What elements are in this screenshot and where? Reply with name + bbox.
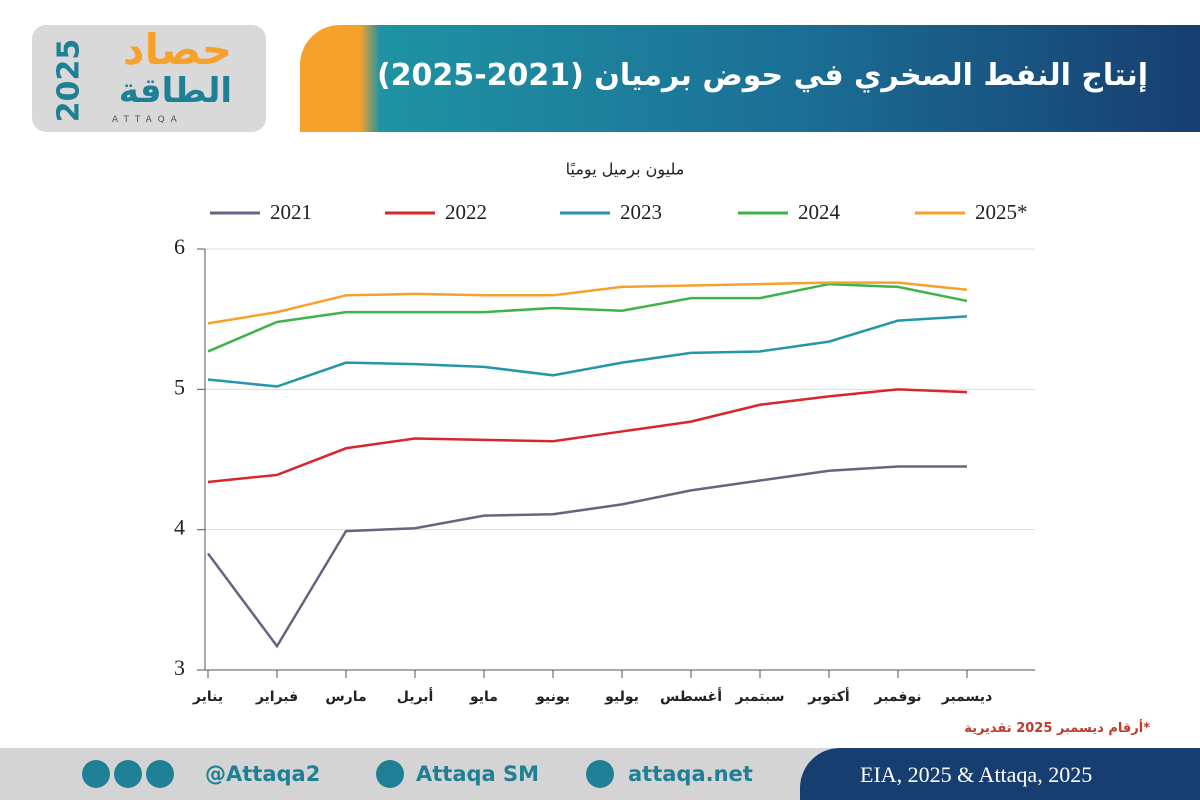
series-line (206, 465, 967, 649)
logo-latin: ATTAQA (112, 115, 183, 125)
site: attaqa.net (628, 762, 753, 786)
youtube-icon (376, 760, 404, 788)
x-tick-label: أغسطس (660, 687, 722, 705)
chart-subtitle: مليون برميل يوميًا (566, 160, 685, 180)
handle: @Attaqa2 (205, 762, 321, 786)
x-tick-label: فبراير (255, 689, 298, 705)
site-icon (586, 760, 614, 788)
chart: مليون برميل يوميًا 3 4 5 6 يناير فبراير مارس أب… (174, 160, 1035, 705)
x-tick-label: مايو (469, 689, 498, 705)
social-icons (82, 760, 174, 792)
legend-label: 2021 (270, 200, 312, 224)
series-line (207, 388, 968, 484)
series-line (207, 281, 968, 325)
source: EIA, 2025 & Attaqa, 2025 (860, 762, 1093, 787)
x-tick-label: يوليو (604, 689, 639, 705)
legend-label: 2023 (620, 200, 662, 224)
series-line (207, 315, 968, 388)
logo-year: 2025 (51, 38, 87, 123)
x-tick-label: يناير (192, 689, 223, 705)
footer-source-box (800, 748, 1200, 800)
header-bar (300, 25, 1200, 132)
note: *أرقام ديسمبر 2025 تقديرية (964, 721, 1150, 736)
logo-box: 2025 حصاد الطاقة ATTAQA (32, 25, 266, 132)
logo-top: حصاد (123, 25, 232, 74)
legend-label: 2024 (798, 200, 841, 224)
title: إنتاج النفط الصخري في حوض برميان (2021-2… (376, 58, 1148, 93)
y-tick-label: 5 (174, 374, 185, 399)
logo-bottom: الطاقة (118, 71, 232, 111)
youtube: Attaqa SM (416, 762, 540, 786)
x-tick-label: مارس (325, 689, 366, 705)
legend-label: 2022 (445, 200, 487, 224)
y-tick-label: 3 (174, 655, 185, 680)
y-tick-label: 6 (174, 234, 185, 259)
x-tick-label: أكتوبر (807, 687, 849, 705)
series-line (207, 282, 968, 353)
x-tick-label: سبتمبر (734, 689, 784, 705)
x-tick-label: ديسمبر (941, 689, 993, 705)
x-tick-label: أبريل (397, 687, 434, 705)
x-tick-label: نوفمبر (873, 689, 921, 705)
legend-label: 2025* (975, 200, 1028, 224)
y-tick-label: 4 (174, 515, 185, 540)
x-tick-label: يونيو (535, 689, 570, 705)
